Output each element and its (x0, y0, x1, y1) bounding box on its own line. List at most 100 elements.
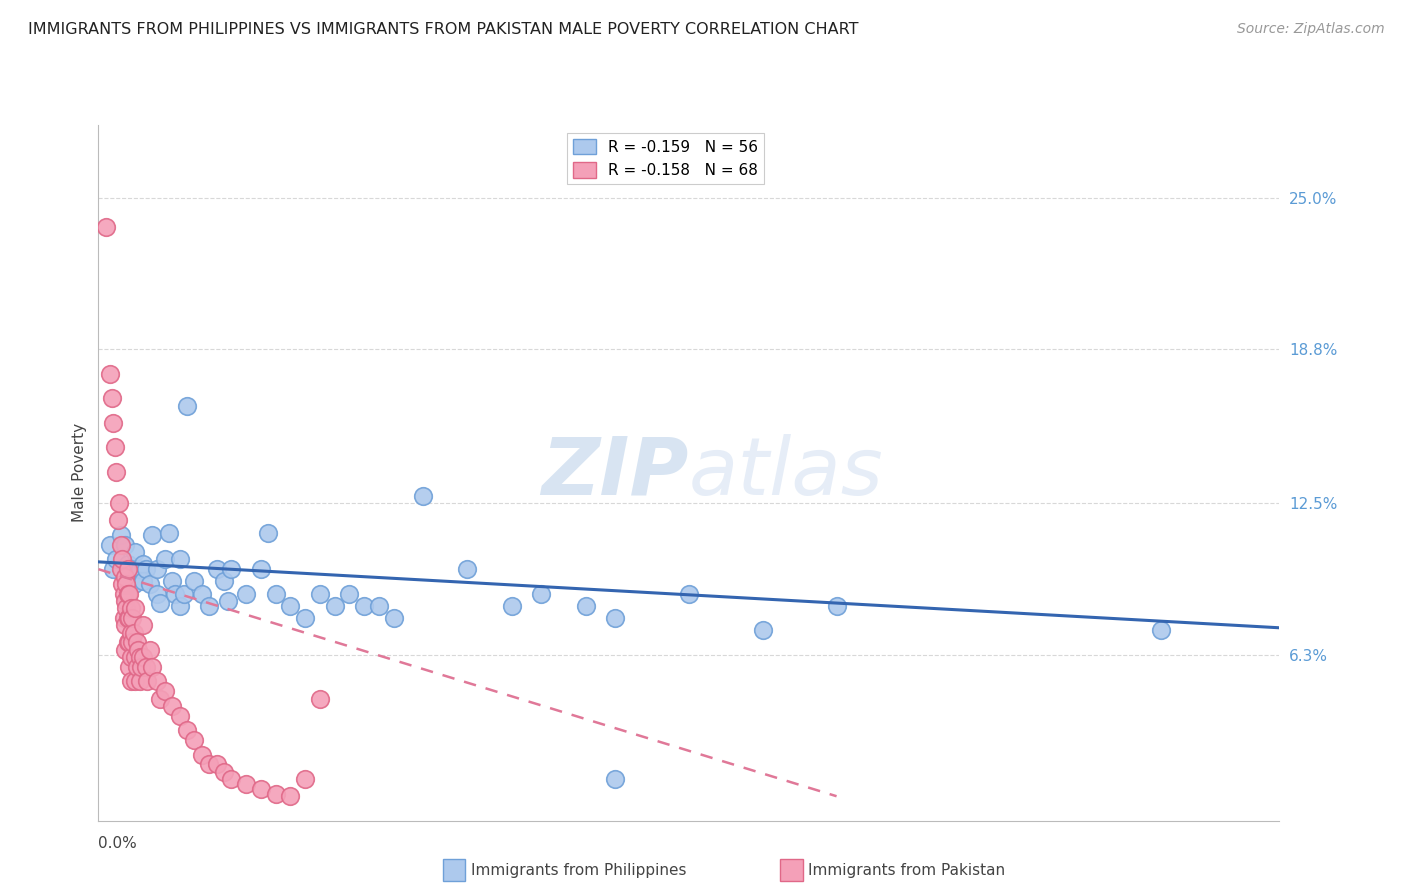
Point (205, 757, 228, 772)
Point (94, 220, 117, 235)
Point (205, 562, 228, 576)
Point (368, 599, 391, 613)
Text: IMMIGRANTS FROM PHILIPPINES VS IMMIGRANTS FROM PAKISTAN MALE POVERTY CORRELATION: IMMIGRANTS FROM PHILIPPINES VS IMMIGRANT… (28, 22, 859, 37)
Point (219, 562, 242, 576)
Point (257, 525, 280, 540)
Point (124, 650, 146, 665)
Point (114, 594, 136, 608)
Point (191, 747, 214, 762)
Point (122, 625, 145, 640)
Point (118, 586, 141, 600)
Point (235, 777, 257, 791)
Point (105, 552, 128, 566)
Point (278, 599, 302, 613)
Point (278, 789, 302, 804)
Point (169, 599, 191, 613)
Point (124, 545, 146, 559)
Point (112, 611, 135, 625)
Point (235, 586, 257, 600)
Point (217, 594, 239, 608)
Point (125, 660, 148, 674)
Point (132, 558, 155, 572)
Point (309, 586, 332, 600)
Point (115, 577, 138, 591)
Point (212, 574, 235, 589)
Text: ZIP: ZIP (541, 434, 689, 512)
Point (678, 586, 700, 600)
Point (135, 660, 157, 674)
Point (136, 674, 159, 689)
Point (149, 596, 172, 610)
Point (146, 586, 169, 600)
Point (456, 562, 478, 576)
Point (114, 642, 136, 657)
Point (124, 674, 146, 689)
Point (120, 569, 142, 583)
Text: Immigrants from Pakistan: Immigrants from Pakistan (808, 863, 1005, 878)
Point (112, 586, 135, 600)
Point (183, 574, 205, 589)
Point (139, 577, 162, 591)
Point (153, 552, 176, 566)
Point (294, 772, 316, 786)
Point (120, 674, 142, 689)
Point (264, 787, 287, 801)
Point (323, 599, 346, 613)
Point (162, 698, 183, 713)
Point (183, 733, 205, 747)
Point (98, 538, 121, 552)
Point (212, 764, 235, 779)
Point (139, 642, 162, 657)
Point (157, 525, 180, 540)
Point (110, 528, 132, 542)
Point (121, 611, 143, 625)
Point (132, 650, 155, 665)
Point (121, 635, 143, 649)
Point (107, 513, 129, 527)
Point (751, 624, 773, 638)
Point (825, 599, 848, 613)
Point (176, 723, 198, 738)
Point (198, 757, 221, 772)
Point (382, 611, 405, 625)
Point (141, 528, 163, 542)
Point (530, 586, 553, 600)
Point (191, 586, 214, 600)
Point (132, 618, 155, 632)
Point (153, 684, 176, 698)
Point (117, 562, 139, 576)
Point (117, 558, 139, 572)
Point (412, 489, 434, 503)
Point (122, 577, 145, 591)
Point (108, 496, 131, 510)
Text: atlas: atlas (689, 434, 884, 512)
Point (128, 674, 150, 689)
Point (309, 691, 332, 706)
Point (115, 601, 138, 615)
Point (127, 642, 149, 657)
Y-axis label: Male Poverty: Male Poverty (72, 423, 87, 523)
Point (169, 708, 191, 723)
Point (114, 569, 136, 583)
Point (120, 650, 142, 665)
Point (198, 599, 221, 613)
Point (250, 562, 273, 576)
Point (605, 611, 627, 625)
Point (149, 691, 172, 706)
Point (104, 440, 127, 454)
Point (111, 552, 134, 566)
Point (120, 601, 142, 615)
Point (98, 367, 121, 381)
Point (125, 635, 148, 649)
Point (169, 552, 191, 566)
Point (118, 660, 141, 674)
Point (103, 562, 125, 576)
Point (141, 660, 163, 674)
Point (124, 601, 146, 615)
Point (100, 392, 122, 406)
Point (117, 611, 139, 625)
Point (120, 625, 142, 640)
Text: 0.0%: 0.0% (98, 836, 138, 851)
Point (117, 586, 139, 600)
Text: Source: ZipAtlas.com: Source: ZipAtlas.com (1237, 22, 1385, 37)
